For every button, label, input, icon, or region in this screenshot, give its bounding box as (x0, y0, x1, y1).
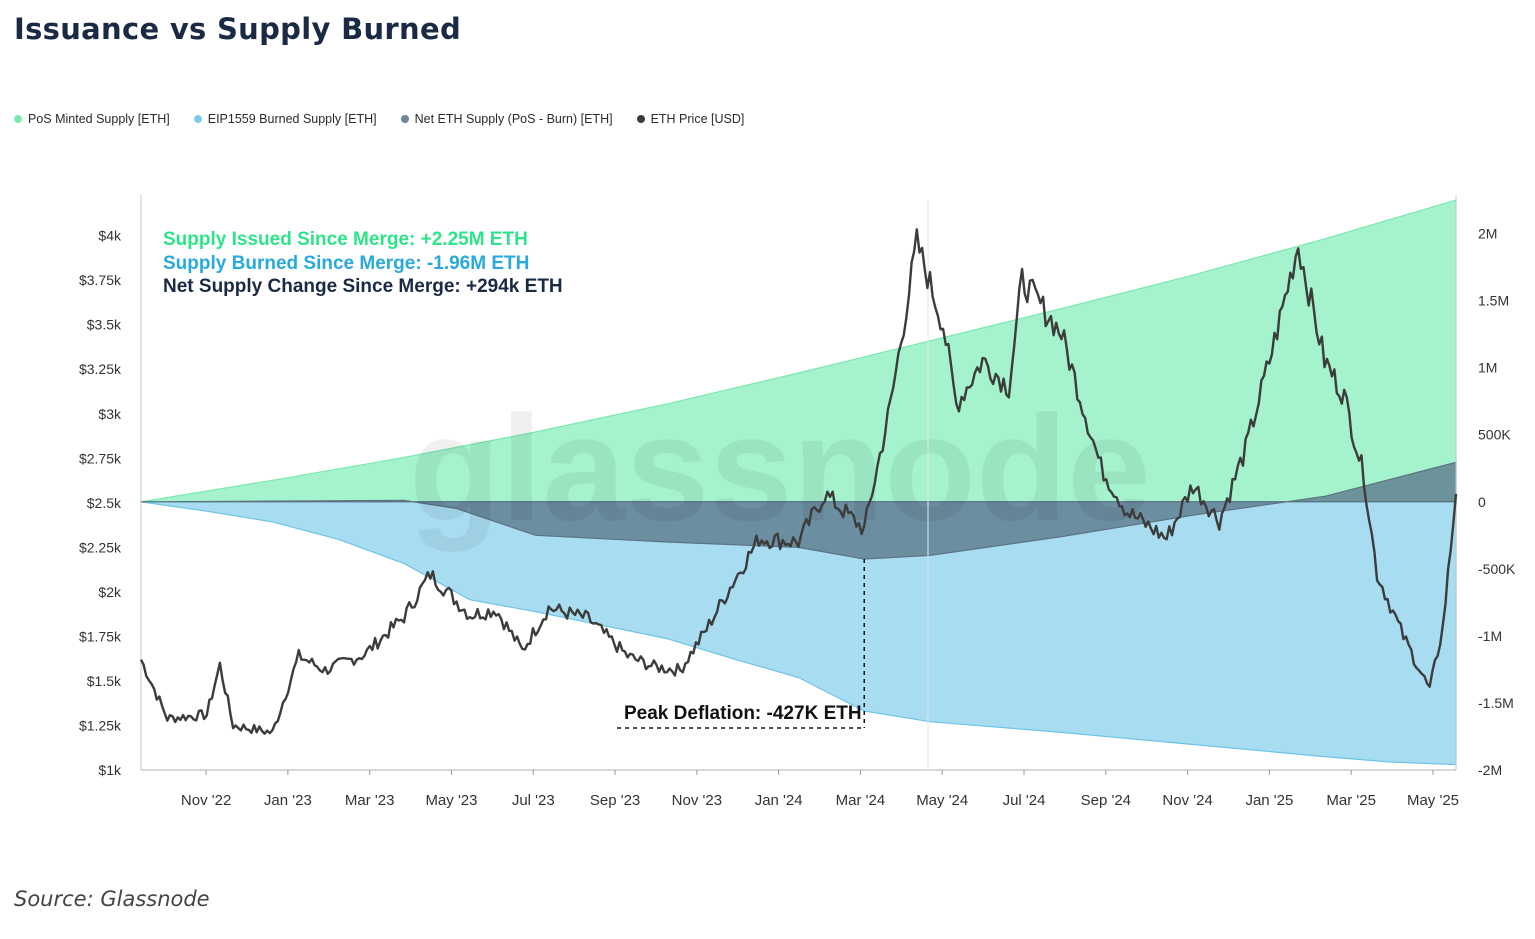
y-right-tick-label: -2M (1478, 762, 1502, 778)
x-tick-label: Mar '25 (1326, 792, 1376, 809)
x-tick-label: May '24 (916, 792, 968, 809)
legend-item-pos-minted[interactable]: PoS Minted Supply [ETH] (14, 112, 170, 126)
x-tick-label: Nov '24 (1162, 792, 1212, 809)
x-tick-label: Sep '24 (1081, 792, 1131, 809)
x-tick-label: Sep '23 (590, 792, 640, 809)
y-right-tick-label: 0 (1478, 494, 1486, 510)
y-right-tick-label: -1.5M (1478, 695, 1514, 711)
x-tick-label: Nov '22 (181, 792, 231, 809)
source-note: Source: Glassnode (14, 887, 210, 911)
y-right-tick-label: -1M (1478, 628, 1502, 644)
legend-dot-net-supply (400, 115, 409, 123)
y-left-tick-label: $4k (98, 228, 122, 244)
y-left-tick-label: $3k (98, 406, 122, 422)
y-left-tick-label: $2.25k (79, 539, 122, 555)
legend-label-burned: EIP1559 Burned Supply [ETH] (207, 112, 377, 126)
x-tick-label: Jul '24 (1003, 792, 1046, 809)
y-left-tick-label: $3.5k (87, 317, 122, 333)
y-right-tick-label: 1.5M (1478, 293, 1509, 309)
x-tick-label: Jan '24 (755, 792, 803, 809)
legend-label-net-supply: Net ETH Supply (PoS - Burn) [ETH] (414, 112, 613, 126)
y-right-tick-label: -500K (1478, 561, 1516, 577)
watermark: glassnode (409, 384, 1151, 552)
area-layer (140, 199, 1457, 766)
annotation-burned: Supply Burned Since Merge: -1.96M ETH (163, 253, 529, 274)
annotation-peak-deflation: Peak Deflation: -427K ETH (624, 703, 862, 724)
y-right-tick-label: 1M (1478, 360, 1497, 376)
x-tick-label: Nov '23 (672, 792, 722, 809)
y-left-tick-label: $1k (98, 762, 122, 778)
legend-dot-burned (193, 115, 202, 123)
y-left-tick-label: $2.5k (87, 495, 122, 511)
y-left-tick-label: $3.75k (79, 272, 122, 288)
y-left-tick-label: $1.5k (87, 673, 122, 689)
series-pos-minted-area (140, 199, 1457, 503)
y-left-tick-label: $1.25k (79, 717, 122, 733)
annotation-layer: Supply Issued Since Merge: +2.25M ETH Su… (163, 229, 865, 729)
axes-layer: $4k $3.75k $3.5k $3.25k $3k $2.75k $2.5k $2.25k… (79, 195, 1516, 809)
legend-label-pos-minted: PoS Minted Supply [ETH] (28, 112, 170, 126)
legend-item-burned[interactable]: EIP1559 Burned Supply [ETH] (193, 112, 377, 126)
annotation-net: Net Supply Change Since Merge: +294k ETH (163, 276, 563, 297)
legend-item-eth-price[interactable]: ETH Price [USD] (636, 112, 745, 126)
x-tick-label: Jan '25 (1245, 792, 1293, 809)
x-tick-label: May '25 (1407, 792, 1459, 809)
series-eth-price-line (139, 228, 1458, 735)
y-left-tick-label: $2.75k (79, 450, 122, 466)
y-left-tick-label: $1.75k (79, 628, 122, 644)
x-tick-label: Jan '23 (264, 792, 312, 809)
y-right-tick-label: 2M (1478, 226, 1497, 242)
x-tick-label: Jul '23 (512, 792, 555, 809)
legend: PoS Minted Supply [ETH] EIP1559 Burned S… (14, 112, 744, 126)
legend-label-eth-price: ETH Price [USD] (650, 112, 745, 126)
x-tick-label: May '23 (425, 792, 477, 809)
legend-item-net-supply[interactable]: Net ETH Supply (PoS - Burn) [ETH] (400, 112, 613, 126)
price-layer (139, 228, 1458, 735)
y-right-tick-label: 500K (1478, 427, 1511, 443)
legend-dot-eth-price (636, 115, 645, 123)
x-tick-label: Mar '23 (345, 792, 395, 809)
series-burned-area (140, 501, 1457, 766)
series-net-supply-area (140, 461, 1457, 560)
legend-dot-pos-minted (14, 115, 22, 123)
x-tick-label: Mar '24 (836, 792, 886, 809)
annotation-issued: Supply Issued Since Merge: +2.25M ETH (163, 229, 528, 250)
y-left-tick-label: $3.25k (79, 361, 122, 377)
page-title: Issuance vs Supply Burned (14, 12, 462, 46)
y-left-tick-label: $2k (98, 584, 122, 600)
